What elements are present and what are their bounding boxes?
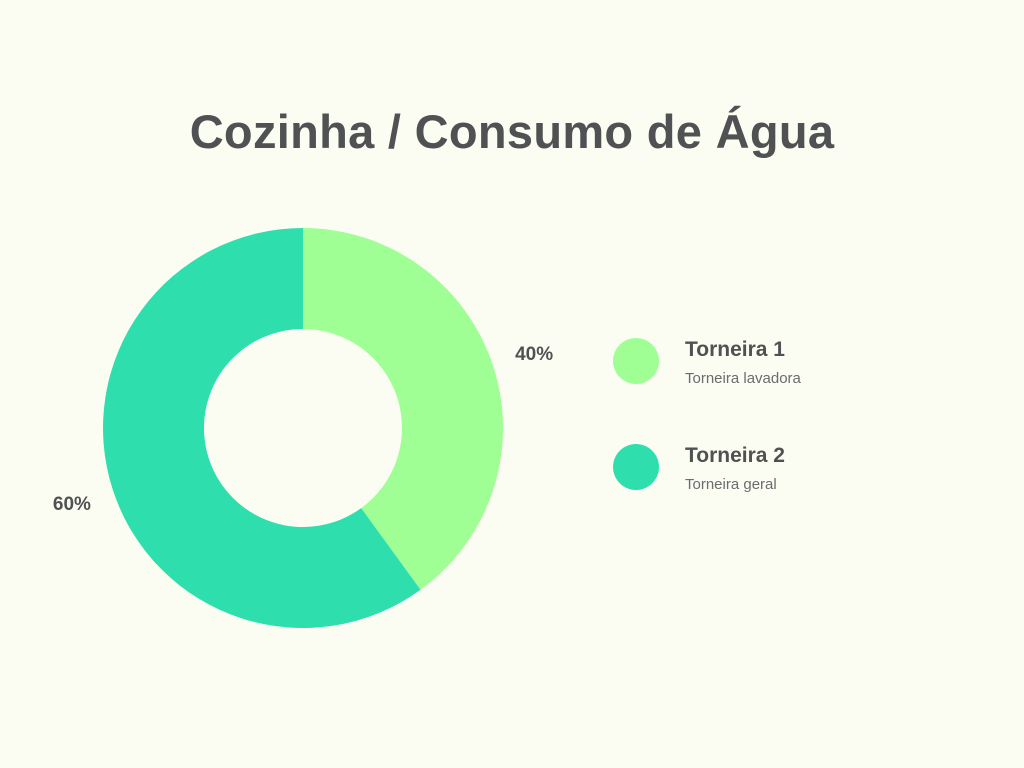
donut-chart: 40% 60% [53, 228, 553, 628]
legend-swatch [613, 444, 659, 490]
chart-legend: Torneira 1 Torneira lavadora Torneira 2 … [613, 336, 993, 548]
slice-value-label-1: 40% [515, 344, 553, 365]
donut-slice-1 [303, 228, 503, 590]
legend-item-torneira-1: Torneira 1 Torneira lavadora [613, 336, 993, 442]
legend-label: Torneira 1 [685, 338, 785, 361]
legend-label: Torneira 2 [685, 444, 785, 467]
slice-value-label-2: 60% [53, 494, 91, 515]
legend-description: Torneira lavadora [685, 370, 801, 387]
legend-item-torneira-2: Torneira 2 Torneira geral [613, 442, 993, 548]
donut-slice-2 [102, 228, 421, 628]
legend-description: Torneira geral [685, 476, 777, 493]
legend-swatch [613, 338, 659, 384]
chart-title: Cozinha / Consumo de Água [189, 105, 835, 158]
